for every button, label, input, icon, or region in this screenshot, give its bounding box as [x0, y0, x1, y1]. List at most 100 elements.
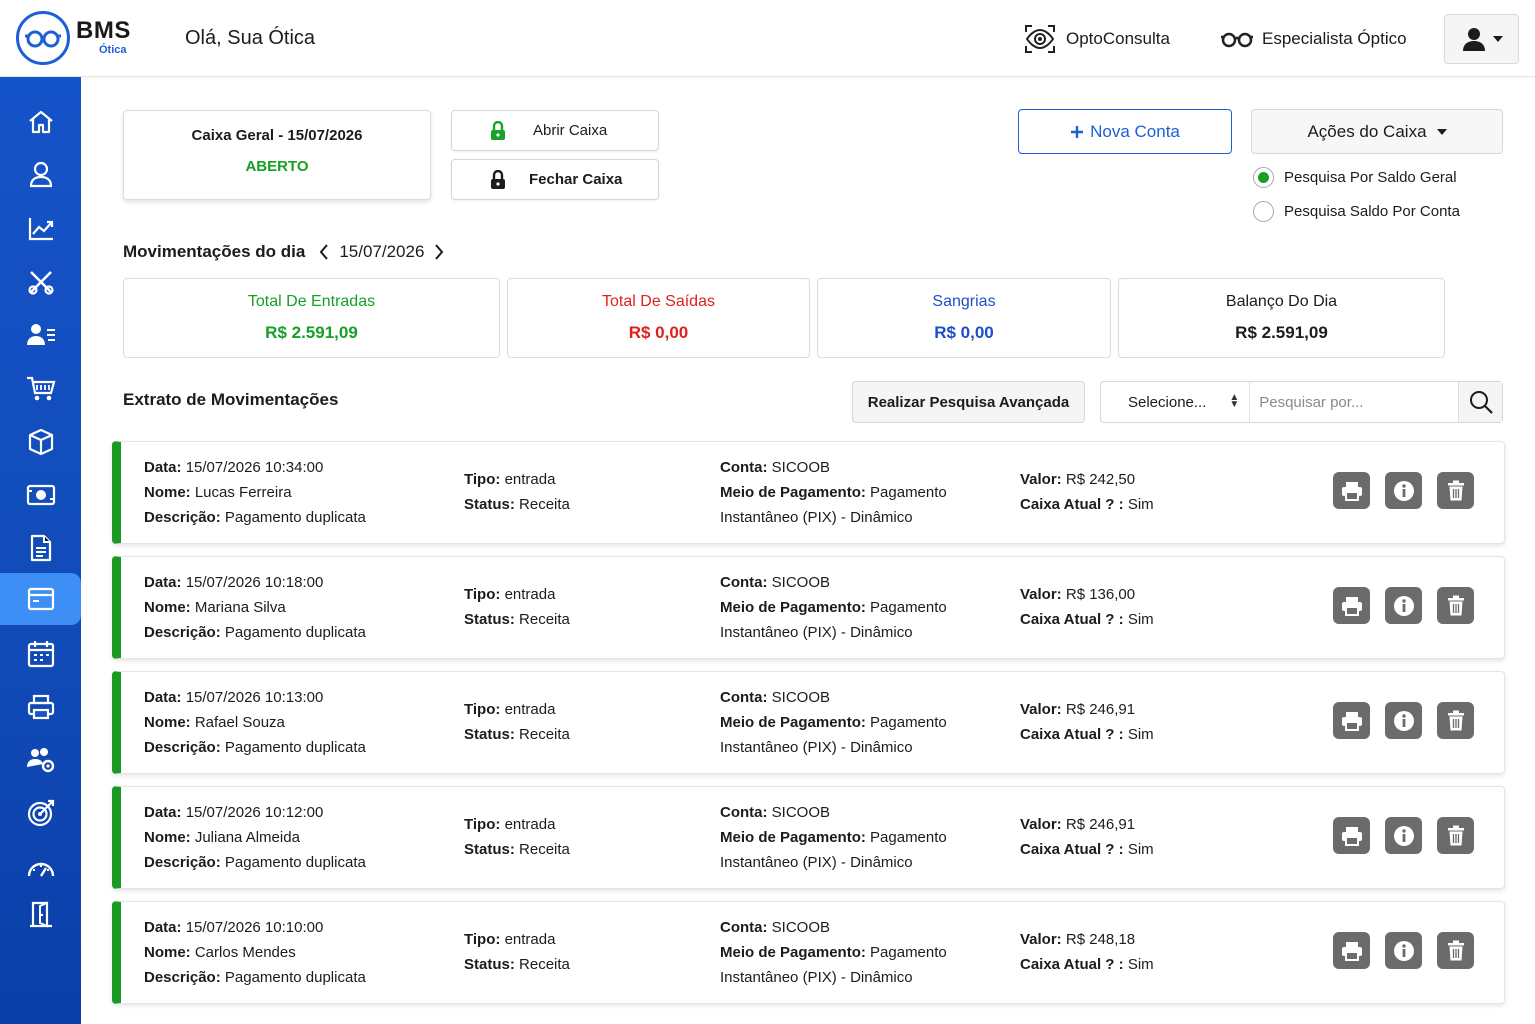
row-col-account: Conta: SICOOB Meio de Pagamento: Pagamen…	[720, 455, 947, 530]
info-button[interactable]	[1385, 472, 1422, 509]
pesquisa-avancada-button[interactable]: Realizar Pesquisa Avançada	[852, 381, 1085, 423]
dashboard-icon	[27, 862, 54, 877]
row-meio-label: Meio de Pagamento:	[720, 599, 866, 616]
stat-balanco-value: R$ 2.591,09	[1235, 323, 1328, 342]
delete-button[interactable]	[1437, 932, 1474, 969]
info-button[interactable]	[1385, 817, 1422, 854]
radio-saldo-conta-control[interactable]	[1253, 200, 1274, 222]
row-col-info: Data: 15/07/2026 10:10:00 Nome: Carlos M…	[144, 915, 366, 990]
row-nome-value: Juliana Almeida	[194, 829, 300, 846]
especialista-optico-link[interactable]: Especialista Óptico	[1220, 22, 1407, 56]
info-button[interactable]	[1385, 587, 1422, 624]
stat-sangrias-label: Sangrias	[932, 293, 996, 310]
abrir-caixa-button[interactable]: Abrir Caixa	[451, 110, 659, 151]
row-actions	[1333, 472, 1474, 509]
search-input[interactable]	[1250, 382, 1459, 422]
lock-open-icon	[490, 120, 506, 145]
row-data-value: 15/07/2026 10:10:00	[185, 919, 324, 936]
radio-saldo-geral[interactable]: Pesquisa Por Saldo Geral	[1253, 166, 1457, 188]
row-valor: Valor: R$ 248,18	[1020, 927, 1154, 952]
logo[interactable]: BMS Ótica	[16, 11, 136, 67]
row-status: Status: Receita	[464, 492, 570, 517]
row-meio-label: Meio de Pagamento:	[720, 484, 866, 501]
chevron-left-icon[interactable]	[319, 244, 329, 260]
info-button[interactable]	[1385, 702, 1422, 739]
radio-saldo-conta-label: Pesquisa Saldo Por Conta	[1284, 202, 1460, 220]
stat-entradas-value: R$ 2.591,09	[265, 323, 358, 342]
stat-saidas-value: R$ 0,00	[628, 323, 689, 342]
radio-saldo-conta[interactable]: Pesquisa Saldo Por Conta	[1253, 200, 1460, 222]
delete-button[interactable]	[1437, 472, 1474, 509]
row-caixa-atual: Caixa Atual ? : Sim	[1020, 837, 1154, 862]
row-valor-label: Valor:	[1020, 816, 1062, 833]
sidebar-item-calendar[interactable]	[0, 628, 81, 680]
row-meio-value: Pagamento	[870, 829, 947, 846]
sidebar-item-products[interactable]	[0, 416, 81, 468]
row-actions	[1333, 817, 1474, 854]
sidebar-item-clients[interactable]	[0, 309, 81, 361]
nova-conta-button[interactable]: Nova Conta	[1018, 109, 1232, 154]
printer-icon	[1341, 596, 1362, 616]
sidebar-item-goals[interactable]	[0, 787, 81, 839]
row-tipo: Tipo: entrada	[464, 467, 570, 492]
row-conta-label: Conta:	[720, 459, 768, 476]
sidebar-item-finance[interactable]	[0, 469, 81, 521]
print-button[interactable]	[1333, 472, 1370, 509]
row-nome-label: Nome:	[144, 829, 191, 846]
user-menu-button[interactable]	[1444, 14, 1519, 64]
lock-icon	[490, 169, 506, 194]
sidebar-item-logout[interactable]	[0, 888, 81, 940]
sidebar-item-user[interactable]	[0, 149, 81, 201]
print-button[interactable]	[1333, 932, 1370, 969]
row-meio-value: Pagamento	[870, 714, 947, 731]
optoconsulta-link[interactable]: OptoConsulta	[1022, 22, 1170, 56]
delete-button[interactable]	[1437, 587, 1474, 624]
row-descricao: Descrição: Pagamento duplicata	[144, 735, 366, 760]
trash-icon	[1447, 940, 1464, 960]
especialista-label: Especialista Óptico	[1262, 29, 1407, 48]
row-descricao: Descrição: Pagamento duplicata	[144, 850, 366, 875]
row-descricao: Descrição: Pagamento duplicata	[144, 965, 366, 990]
row-nome-value: Rafael Souza	[194, 714, 285, 731]
delete-button[interactable]	[1437, 817, 1474, 854]
sidebar-item-documents[interactable]	[0, 522, 81, 574]
tools-icon	[27, 271, 54, 295]
movement-row: Data: 15/07/2026 10:10:00 Nome: Carlos M…	[112, 901, 1505, 1004]
sidebar-item-services[interactable]	[0, 256, 81, 308]
row-caixa-atual: Caixa Atual ? : Sim	[1020, 952, 1154, 977]
row-valor: Valor: R$ 136,00	[1020, 582, 1154, 607]
row-conta: Conta: SICOOB	[720, 915, 947, 940]
delete-button[interactable]	[1437, 702, 1474, 739]
sidebar-item-home[interactable]	[0, 96, 81, 148]
print-button[interactable]	[1333, 702, 1370, 739]
row-tipo: Tipo: entrada	[464, 582, 570, 607]
radio-saldo-geral-control[interactable]	[1253, 166, 1274, 188]
print-button[interactable]	[1333, 817, 1370, 854]
row-valor-value: R$ 248,18	[1065, 931, 1136, 948]
main-content: Caixa Geral - 15/07/2026 ABERTO Abrir Ca…	[81, 77, 1535, 1024]
chevron-right-icon[interactable]	[434, 244, 444, 260]
user-icon	[29, 161, 52, 188]
info-button[interactable]	[1385, 932, 1422, 969]
eye-scan-icon	[1025, 25, 1055, 53]
row-valor: Valor: R$ 246,91	[1020, 812, 1154, 837]
extrato-title: Extrato de Movimentações	[123, 390, 339, 409]
sidebar-item-print[interactable]	[0, 681, 81, 733]
row-nome: Nome: Lucas Ferreira	[144, 480, 366, 505]
sidebar-item-cashier[interactable]	[0, 573, 81, 625]
row-conta: Conta: SICOOB	[720, 685, 947, 710]
sidebar-item-sales[interactable]	[0, 363, 81, 415]
print-button[interactable]	[1333, 587, 1370, 624]
acoes-caixa-dropdown[interactable]: Ações do Caixa	[1251, 109, 1503, 154]
fechar-caixa-button[interactable]: Fechar Caixa	[451, 159, 659, 200]
row-meio: Meio de Pagamento: Pagamento	[720, 940, 947, 965]
search-button[interactable]	[1458, 382, 1502, 422]
filter-select[interactable]: Selecione... ▲ ▼	[1101, 382, 1251, 422]
row-tipo: Tipo: entrada	[464, 697, 570, 722]
row-meio-cont: Instantâneo (PIX) - Dinâmico	[720, 854, 913, 871]
sidebar-item-dashboard[interactable]	[0, 841, 81, 893]
sidebar-item-reports[interactable]	[0, 203, 81, 255]
sidebar-item-user-settings[interactable]	[0, 734, 81, 786]
row-tipo-label: Tipo:	[464, 931, 501, 948]
caixa-status-card: Caixa Geral - 15/07/2026 ABERTO	[123, 110, 431, 200]
